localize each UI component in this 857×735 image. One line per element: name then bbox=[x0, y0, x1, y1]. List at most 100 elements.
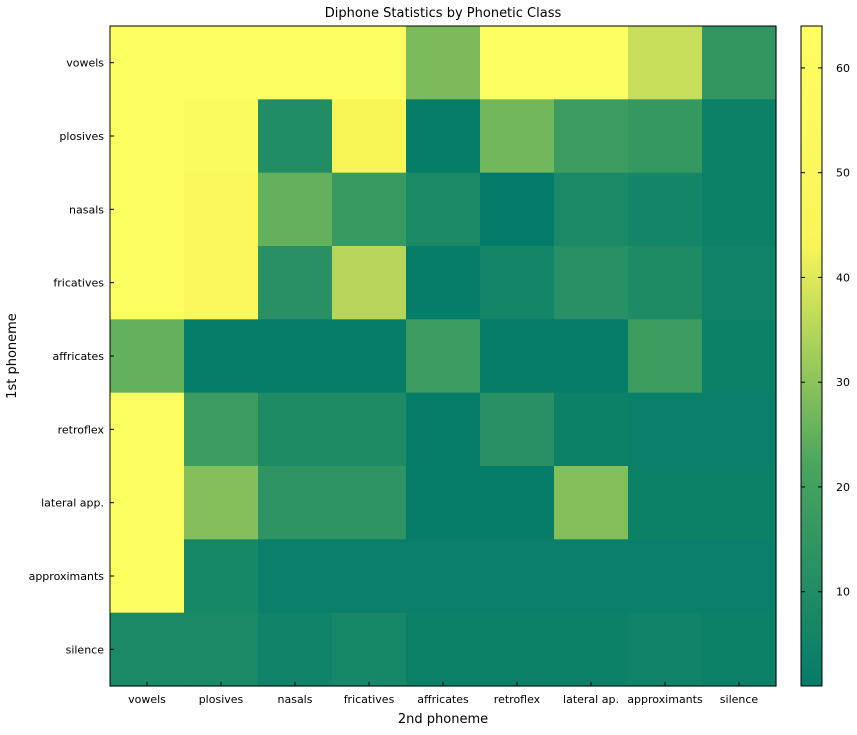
heatmap-cell bbox=[184, 99, 259, 174]
x-tick-label: vowels bbox=[128, 693, 166, 706]
x-tick-labels: vowels plosives nasals fricatives affricates… bbox=[128, 682, 758, 706]
colorbar-tick-label: 60 bbox=[836, 62, 850, 75]
heatmap-cell bbox=[258, 539, 333, 614]
chart-title: Diphone Statistics by Phonetic Class bbox=[325, 6, 562, 21]
heatmap-cell bbox=[332, 466, 407, 540]
heatmap-cell bbox=[406, 319, 481, 394]
x-tick-label: plosives bbox=[199, 693, 244, 706]
heatmap-cell bbox=[332, 319, 407, 394]
heatmap-cell bbox=[628, 392, 703, 467]
heatmap-cell bbox=[480, 99, 555, 174]
colorbar bbox=[800, 25, 823, 687]
y-tick-label: lateral app. bbox=[41, 497, 104, 510]
heatmap-cell bbox=[628, 172, 703, 247]
x-tick-label: approximants bbox=[627, 693, 703, 706]
heatmap-cell bbox=[110, 612, 185, 687]
heatmap-cell bbox=[702, 392, 777, 467]
heatmap-cell bbox=[628, 99, 703, 174]
heatmap-cell bbox=[702, 539, 777, 614]
heatmap-cell bbox=[406, 539, 481, 614]
heatmap-cell bbox=[480, 466, 555, 540]
heatmap-cell bbox=[554, 319, 629, 394]
heatmap-cell bbox=[554, 466, 629, 540]
x-tick-label: affricates bbox=[417, 693, 469, 706]
x-tick-label: fricatives bbox=[344, 693, 395, 706]
heatmap-cell bbox=[406, 26, 481, 100]
heatmap-cell bbox=[554, 612, 629, 687]
heatmap-cell bbox=[184, 392, 259, 467]
heatmap-cell bbox=[480, 26, 555, 100]
heatmap-cell bbox=[406, 466, 481, 540]
y-tick-label: affricates bbox=[53, 350, 105, 363]
heatmap-cell bbox=[406, 99, 481, 174]
y-tick-label: vowels bbox=[66, 57, 104, 70]
heatmap-cell bbox=[554, 26, 629, 100]
heatmap-cell bbox=[258, 392, 333, 467]
heatmap-cell bbox=[480, 539, 555, 614]
heatmap-cell bbox=[184, 612, 259, 687]
heatmap-cell bbox=[110, 319, 185, 394]
heatmap-cell bbox=[406, 612, 481, 687]
y-tick-labels: vowels plosives nasals fricatives affricates… bbox=[29, 57, 114, 656]
heatmap-cell bbox=[332, 539, 407, 614]
heatmap-cell bbox=[258, 99, 333, 174]
x-tick-label: lateral ap. bbox=[563, 693, 619, 706]
heatmap-cell bbox=[628, 539, 703, 614]
y-tick-label: retroflex bbox=[58, 423, 105, 436]
heatmap-cell bbox=[110, 99, 185, 174]
heatmap-cell bbox=[110, 466, 185, 540]
heatmap-cell bbox=[628, 26, 703, 100]
heatmap-cell bbox=[184, 26, 259, 100]
heatmap-cell bbox=[554, 539, 629, 614]
heatmap-cell bbox=[110, 539, 185, 614]
heatmap-cell bbox=[258, 172, 333, 247]
heatmap-cell bbox=[258, 319, 333, 394]
heatmap-cell bbox=[332, 99, 407, 174]
heatmap-cell bbox=[184, 319, 259, 394]
heatmap-cell bbox=[406, 246, 481, 320]
y-tick-label: approximants bbox=[29, 570, 105, 583]
heatmap-cell bbox=[480, 392, 555, 467]
heatmap-cell bbox=[628, 246, 703, 320]
heatmap-cell bbox=[554, 392, 629, 467]
x-tick-label: silence bbox=[720, 693, 759, 706]
heatmap-cell bbox=[554, 246, 629, 320]
heatmap-cell bbox=[480, 612, 555, 687]
heatmap-cell bbox=[332, 246, 407, 320]
heatmap-cell bbox=[258, 246, 333, 320]
heatmap-cell bbox=[702, 172, 777, 247]
heatmap-cell bbox=[702, 466, 777, 540]
colorbar-tick-label: 20 bbox=[836, 481, 850, 494]
y-tick-label: silence bbox=[66, 643, 105, 656]
x-tick-label: nasals bbox=[278, 693, 313, 706]
heatmap-cell bbox=[702, 246, 777, 320]
colorbar-tick-label: 30 bbox=[836, 376, 850, 389]
x-axis-label: 2nd phoneme bbox=[398, 712, 488, 727]
heatmap-cell bbox=[406, 392, 481, 467]
heatmap-cell bbox=[184, 466, 259, 540]
colorbar-tick-label: 10 bbox=[836, 586, 850, 599]
x-tick-label: retroflex bbox=[494, 693, 541, 706]
heatmap-cell bbox=[110, 172, 185, 247]
heatmap-cell bbox=[332, 612, 407, 687]
y-tick-label: plosives bbox=[59, 130, 104, 143]
heatmap-cell bbox=[554, 172, 629, 247]
colorbar-ticks: 10 20 30 40 50 60 bbox=[801, 62, 850, 599]
heatmap-cells bbox=[110, 26, 777, 687]
heatmap-cell bbox=[480, 319, 555, 394]
heatmap-cell bbox=[184, 539, 259, 614]
heatmap-cell bbox=[480, 172, 555, 247]
heatmap-cell bbox=[332, 172, 407, 247]
heatmap-cell bbox=[406, 172, 481, 247]
y-axis-label: 1st phoneme bbox=[5, 313, 20, 399]
colorbar-tick-label: 40 bbox=[836, 271, 850, 284]
heatmap-cell bbox=[110, 392, 185, 467]
heatmap-cell bbox=[184, 246, 259, 320]
heatmap-cell bbox=[628, 466, 703, 540]
heatmap-cell bbox=[110, 26, 185, 100]
heatmap-cell bbox=[702, 99, 777, 174]
heatmap-cell bbox=[480, 246, 555, 320]
y-tick-label: fricatives bbox=[53, 277, 104, 290]
